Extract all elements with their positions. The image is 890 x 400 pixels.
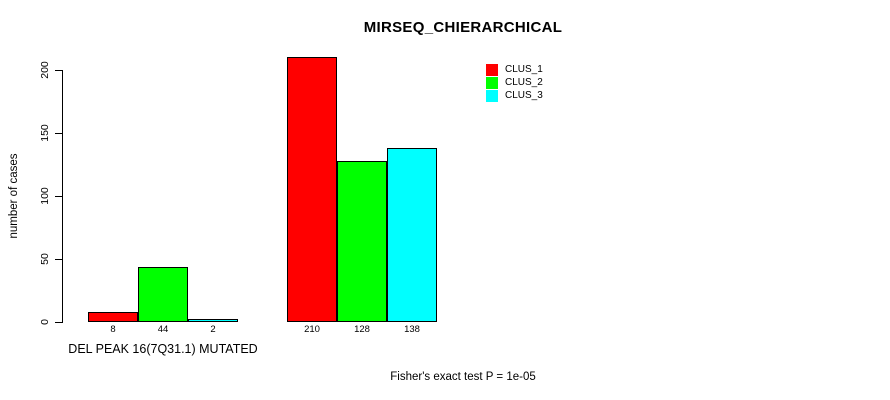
y-tick-mark [55,70,62,71]
legend-label: CLUS_2 [505,77,543,88]
bar-clus_3 [188,319,238,322]
y-tick-label-text: 200 [39,61,51,79]
y-tick-label-text: 50 [39,253,51,265]
y-tick-mark [55,196,62,197]
chart-title: MIRSEQ_CHIERARCHICAL [363,19,563,36]
y-tick-label-text: 0 [39,319,51,325]
bar-value-label: 210 [304,324,320,335]
bar-value-label: 138 [404,324,420,335]
legend-item-clus_2: CLUS_2 [486,76,543,89]
legend-item-clus_1: CLUS_1 [486,63,543,76]
bar-clus_1 [88,311,138,322]
bar-clus_2 [138,266,188,322]
bar-value-label: 44 [157,324,169,335]
footnote: Fisher's exact test P = 1e-05 [390,371,536,383]
y-tick-mark [55,322,62,323]
y-tick-mark [55,133,62,134]
bar-clus_1 [287,57,337,322]
bar-value-label: 2 [210,324,216,335]
x-axis-group-label: DEL PEAK 16(7Q31.1) MUTATED [68,342,258,356]
y-tick-label-text: 100 [39,187,51,205]
bar-clus_3 [387,148,437,322]
legend: CLUS_1 CLUS_2 CLUS_3 [486,63,543,102]
bar-value-label: 8 [110,324,116,335]
legend-swatch-clus_2 [486,76,498,89]
bar-clus_2 [337,160,387,322]
y-tick-mark [55,259,62,260]
bar-value-label: 128 [354,324,370,335]
legend-item-clus_3: CLUS_3 [486,89,543,102]
legend-swatch-clus_1 [486,63,498,76]
y-tick-label-text: 150 [39,124,51,142]
legend-label: CLUS_1 [505,64,543,75]
legend-label: CLUS_3 [505,90,543,101]
y-axis [62,70,63,323]
y-axis-label-text: number of cases [8,153,20,239]
legend-swatch-clus_3 [486,89,498,102]
